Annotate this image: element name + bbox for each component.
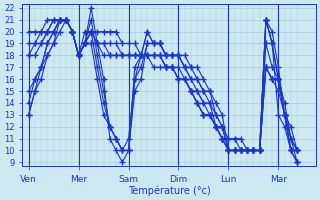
X-axis label: Température (°c): Température (°c): [128, 185, 211, 196]
